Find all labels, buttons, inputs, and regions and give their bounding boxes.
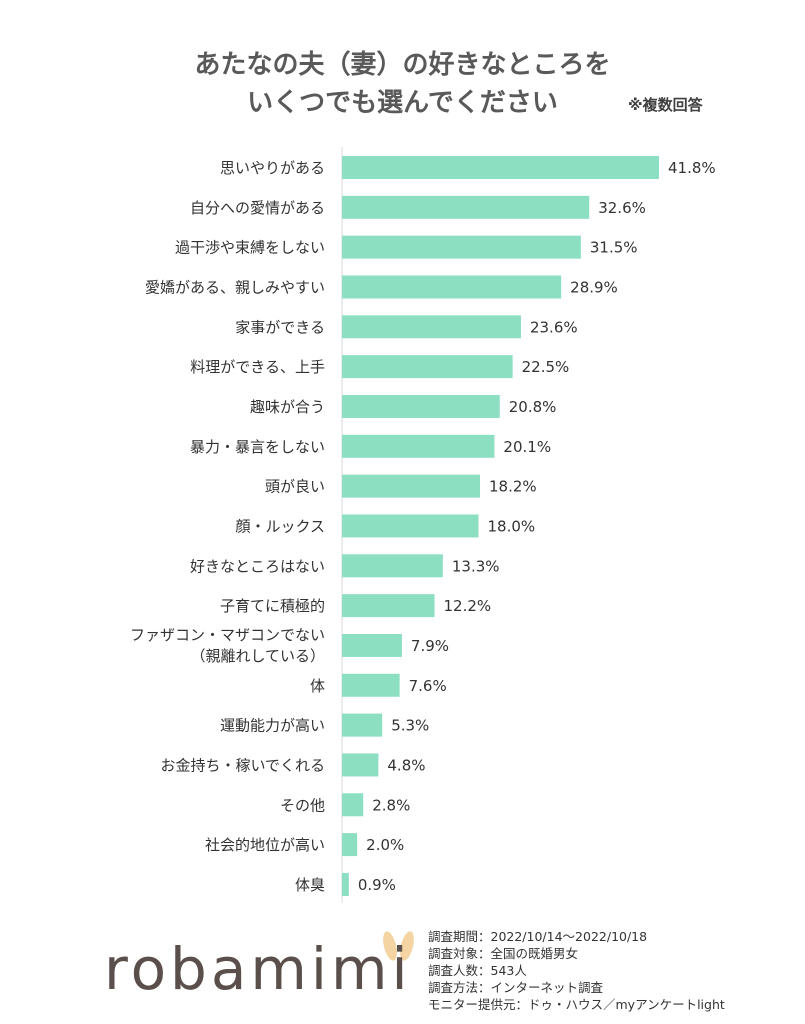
- bar-15: [342, 713, 383, 737]
- value-label-4: 28.9%: [570, 278, 618, 296]
- value-label-19: 0.9%: [358, 876, 396, 894]
- logo-wordmark: robamimi: [104, 935, 412, 1003]
- category-label-5: 家事ができる: [235, 318, 325, 336]
- bar-9: [342, 474, 481, 498]
- category-label-12: 子育てに積極的: [220, 597, 325, 615]
- value-label-13: 7.9%: [411, 637, 449, 655]
- category-label-11: 好きなところはない: [190, 557, 325, 575]
- bar-19: [342, 872, 349, 896]
- value-label-2: 32.6%: [598, 199, 646, 217]
- category-label-8: 暴力・暴言をしない: [190, 438, 325, 456]
- value-label-18: 2.0%: [366, 836, 404, 854]
- value-label-16: 4.8%: [387, 756, 425, 774]
- bar-13: [342, 633, 402, 657]
- category-label-18: 社会的地位が高い: [205, 836, 325, 854]
- bar-3: [342, 235, 581, 259]
- chart-title-line-1: あたなの夫（妻）の好きなところを: [194, 50, 611, 80]
- value-label-17: 2.8%: [372, 796, 410, 814]
- bar-1: [342, 156, 659, 179]
- chart-title-line-2: いくつでも選んでください: [247, 88, 558, 118]
- bar-2: [342, 195, 590, 219]
- category-label-19: 体臭: [295, 876, 325, 894]
- value-label-8: 20.1%: [503, 438, 551, 456]
- category-label-7: 趣味が合う: [250, 398, 325, 416]
- value-label-10: 18.0%: [488, 517, 536, 535]
- value-label-12: 12.2%: [444, 597, 492, 615]
- bar-8: [342, 434, 495, 458]
- bar-4: [342, 275, 562, 299]
- bar-5: [342, 315, 521, 339]
- value-label-7: 20.8%: [509, 398, 557, 416]
- category-label-10: 顔・ルックス: [235, 517, 325, 535]
- category-label-2: 自分への愛情がある: [190, 199, 325, 217]
- survey-target: 調査対象：全国の既婚男女: [428, 946, 579, 961]
- survey-provider: モニター提供元：ドゥ・ハウス／myアンケートlight: [428, 997, 725, 1012]
- bar-18: [342, 833, 358, 857]
- value-label-14: 7.6%: [409, 677, 447, 695]
- value-label-11: 13.3%: [452, 557, 500, 575]
- category-label-14: 体: [310, 677, 325, 695]
- value-label-1: 41.8%: [668, 159, 716, 177]
- robamimi-logo: robamimi: [104, 928, 414, 1008]
- bar-11: [342, 554, 443, 578]
- bar-10: [342, 514, 479, 538]
- category-label-1: 思いやりがある: [220, 159, 325, 177]
- survey-period: 調査期間：2022/10/14～2022/10/18: [428, 929, 648, 944]
- rabbit-ears-icon: [383, 931, 414, 961]
- bar-16: [342, 753, 379, 777]
- bar-14: [342, 673, 400, 697]
- value-label-5: 23.6%: [530, 318, 578, 336]
- value-label-9: 18.2%: [489, 478, 537, 496]
- category-label-6: 料理ができる、上手: [190, 358, 325, 376]
- survey-info: 調査期間：2022/10/14～2022/10/18 調査対象：全国の既婚男女 …: [428, 928, 725, 1013]
- bar-17: [342, 793, 364, 817]
- category-label-4: 愛嬌がある、親しみやすい: [145, 278, 325, 296]
- category-label-13: ファザコン・マザコンでない（親離れしている）: [130, 626, 325, 665]
- value-label-15: 5.3%: [391, 717, 429, 735]
- survey-method: 調査方法：インターネット調査: [428, 980, 604, 995]
- bar-6: [342, 355, 513, 379]
- bar-7: [342, 394, 500, 418]
- survey-count: 調査人数：543人: [428, 963, 527, 978]
- category-label-3: 過干渉や束縛をしない: [175, 239, 325, 257]
- value-label-3: 31.5%: [590, 239, 638, 257]
- category-label-15: 運動能力が高い: [220, 717, 325, 735]
- category-label-16: お金持ち・稼いでくれる: [160, 756, 325, 774]
- category-label-9: 頭が良い: [265, 478, 325, 496]
- bar-12: [342, 594, 435, 618]
- multiple-answer-note: ※複数回答: [628, 96, 703, 114]
- value-label-6: 22.5%: [522, 358, 570, 376]
- category-label-17: その他: [280, 796, 325, 814]
